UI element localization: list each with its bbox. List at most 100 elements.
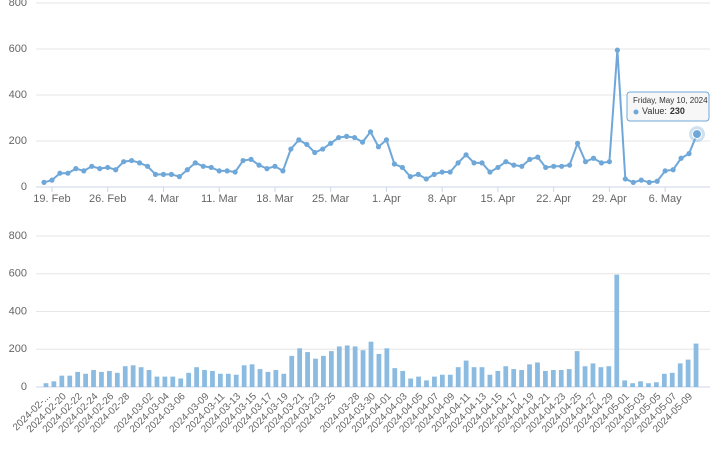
bar — [233, 374, 239, 387]
point — [200, 163, 206, 169]
point — [622, 176, 628, 182]
point — [503, 159, 509, 165]
bar — [614, 274, 620, 387]
y-tick-label: 800 — [9, 230, 27, 242]
x-tick-label: 15. Apr — [480, 193, 515, 205]
point — [152, 171, 159, 177]
bar — [471, 367, 477, 387]
point — [240, 157, 246, 164]
bar — [566, 369, 572, 387]
tooltip-value: Value: 230 — [642, 106, 685, 116]
point — [383, 137, 390, 143]
point — [582, 159, 589, 165]
bar — [550, 370, 556, 387]
bar — [479, 367, 485, 387]
bar — [67, 375, 73, 387]
bar — [217, 373, 223, 387]
point — [463, 152, 469, 158]
bar — [669, 372, 675, 387]
bar — [114, 372, 120, 387]
point — [519, 163, 525, 169]
tooltip-number: 230 — [670, 106, 685, 116]
point — [81, 168, 87, 174]
bar — [606, 366, 612, 387]
bar — [638, 381, 643, 387]
point — [73, 166, 79, 172]
bar — [439, 374, 445, 387]
x-tick-label: 4. Mar — [148, 193, 180, 205]
y-tick-label: 0 — [21, 381, 27, 393]
bar — [99, 371, 104, 387]
point — [320, 146, 326, 152]
point — [590, 155, 597, 161]
point — [375, 144, 382, 150]
tooltip-title: Friday, May 10, 2024 — [633, 96, 708, 105]
bar — [503, 366, 509, 387]
bar — [170, 376, 176, 387]
point — [288, 146, 294, 152]
y-tick-label: 600 — [9, 43, 27, 55]
bar — [75, 371, 81, 387]
y-tick-label: 800 — [9, 0, 27, 9]
point — [535, 154, 541, 160]
bar — [289, 355, 295, 387]
point — [638, 177, 644, 183]
x-tick-label: 18. Mar — [256, 193, 294, 205]
y-tick-label: 600 — [9, 268, 27, 280]
bar — [392, 368, 398, 387]
bar — [424, 380, 429, 387]
point — [328, 140, 334, 146]
bar — [59, 375, 65, 387]
bar — [51, 381, 57, 387]
bar — [527, 364, 532, 387]
tooltip-box — [626, 91, 710, 122]
point — [431, 171, 437, 177]
bar — [519, 370, 525, 387]
bar — [685, 359, 691, 387]
point — [280, 168, 286, 174]
bar — [543, 370, 548, 387]
point — [543, 164, 549, 171]
point — [527, 156, 533, 162]
bar — [313, 358, 318, 387]
point — [192, 160, 198, 166]
bar — [463, 360, 469, 387]
bar — [408, 378, 414, 387]
bar — [241, 365, 247, 387]
point — [415, 171, 421, 177]
point — [65, 170, 71, 176]
point — [606, 159, 613, 165]
point — [367, 129, 374, 135]
x-tick-label: 29. Apr — [592, 193, 627, 205]
point — [566, 162, 573, 168]
point — [216, 168, 222, 174]
bar — [122, 366, 128, 387]
bar — [693, 343, 699, 387]
bar — [297, 348, 303, 387]
point — [662, 168, 668, 174]
bar — [249, 364, 255, 387]
bar — [654, 382, 659, 387]
point — [407, 174, 413, 180]
point — [344, 133, 350, 139]
bar — [360, 350, 366, 387]
bar — [535, 362, 540, 387]
point — [49, 177, 55, 183]
x-tick-label: 6. May — [649, 193, 683, 205]
point — [614, 47, 620, 53]
x-tick-label: 22. Apr — [536, 193, 571, 205]
point — [336, 134, 342, 141]
point — [256, 162, 262, 168]
point — [312, 149, 318, 156]
bar — [384, 348, 390, 387]
bar — [321, 355, 326, 387]
bar — [178, 378, 184, 387]
bar — [194, 367, 199, 387]
point — [479, 160, 485, 166]
point — [495, 164, 501, 171]
bar — [91, 370, 96, 387]
bar — [273, 370, 279, 387]
point — [272, 163, 278, 169]
point — [439, 169, 445, 175]
point — [296, 137, 302, 143]
